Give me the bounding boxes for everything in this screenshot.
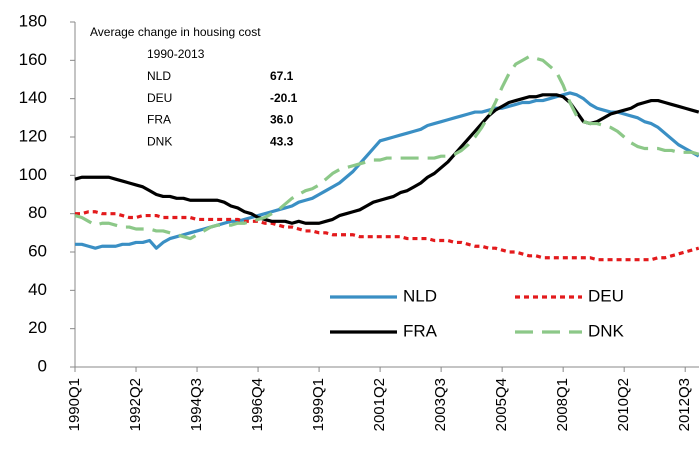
inset-period: 1990-2013 [147,47,205,61]
inset-label: NLD [147,69,171,83]
y-tick-label: 180 [19,11,47,30]
x-tick-label: 1994Q3 [188,378,205,431]
legend-label: NLD [403,286,437,305]
inset-label: FRA [147,113,171,127]
inset-label: DEU [147,91,172,105]
y-tick-label: 60 [28,241,47,260]
inset: Average change in housing cost 1990-2013 [90,25,261,61]
series-line [74,54,699,241]
y-tick-label: 160 [19,50,47,69]
x-tick-label: 2003Q3 [432,378,449,431]
inset-value: 67.1 [270,69,294,83]
x-tick-label: 1996Q4 [249,378,266,431]
y-tick-label: 20 [28,318,47,337]
x-tick-label: 1990Q1 [66,378,83,431]
inset-value: 36.0 [270,113,294,127]
inset-value: 43.3 [270,134,294,148]
y-tick-label: 80 [28,203,47,222]
x-tick-label: 2012Q3 [676,378,693,431]
y-tick-label: 140 [19,88,47,107]
legend-label: DEU [588,286,624,305]
y-tick-label: 120 [19,126,47,145]
x-tick-label: 2005Q4 [493,378,510,431]
x-tick-label: 2008Q1 [554,378,571,431]
x-tick-label: 1999Q1 [310,378,327,431]
inset-value: -20.1 [270,91,298,105]
legend-label: DNK [588,321,625,340]
x-tick-label: 1992Q2 [127,378,144,431]
x-tick-label: 2010Q2 [615,378,632,431]
y-tick-label: 0 [38,356,47,375]
legend-label: FRA [403,321,438,340]
y-tick-label: 40 [28,280,47,299]
y-tick-label: 100 [19,165,47,184]
inset-label: DNK [147,134,172,148]
x-tick-label: 2001Q2 [371,378,388,431]
inset-title: Average change in housing cost [90,25,261,39]
series-line [75,210,699,262]
